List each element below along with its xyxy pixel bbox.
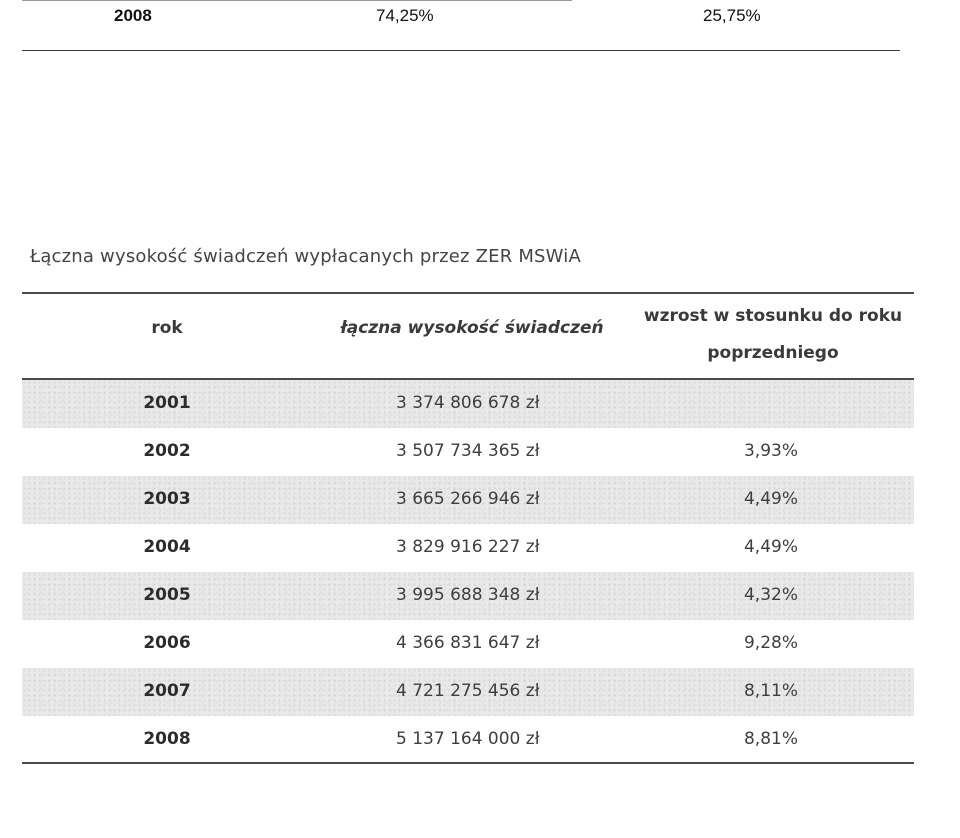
previous-row-value-a: 74,25% [376,6,434,25]
row-growth: 4,49% [743,489,798,509]
table-bottom-rule [22,762,914,764]
row-total: 4 721 275 456 zł [396,681,540,701]
row-growth: 4,32% [743,585,798,605]
row-total: 3 507 734 365 zł [396,441,540,461]
table-row: 2006 4 366 831 647 zł 9,28% [22,620,914,668]
previous-table-bottom-rule [22,50,900,51]
row-year: 2007 [143,681,191,701]
table-header: rok łączna wysokość świadczeń wzrost w s… [22,294,914,378]
row-year: 2004 [143,537,191,557]
previous-table-row: 2008 74,25% 25,75% [22,4,900,30]
table-row: 2001 3 374 806 678 zł [22,380,914,428]
row-growth: 4,49% [743,537,798,557]
row-total: 3 995 688 348 zł [396,585,540,605]
row-year: 2005 [143,585,191,605]
row-growth: 9,28% [743,633,798,653]
row-total: 3 665 266 946 zł [396,489,540,509]
previous-row-value-b: 25,75% [703,6,761,25]
table-row: 2003 3 665 266 946 zł 4,49% [22,476,914,524]
row-growth: 8,11% [743,681,798,701]
table-row: 2005 3 995 688 348 zł 4,32% [22,572,914,620]
row-growth: 8,81% [743,729,798,749]
row-growth: 3,93% [743,441,798,461]
table-body: 2001 3 374 806 678 zł 2002 3 507 734 365… [22,380,914,764]
header-total: łączna wysokość świadczeń [340,318,604,338]
row-total: 3 829 916 227 zł [396,537,540,557]
header-growth-line2: poprzedniego [707,343,839,363]
table-row: 2007 4 721 275 456 zł 8,11% [22,668,914,716]
header-rule [22,378,914,380]
row-total: 5 137 164 000 zł [396,729,540,749]
table-row: 2002 3 507 734 365 zł 3,93% [22,428,914,476]
previous-table-top-rule [22,0,572,1]
previous-row-year: 2008 [114,6,152,25]
header-growth: wzrost w stosunku do roku poprzedniego [632,298,914,372]
table-row: 2004 3 829 916 227 zł 4,49% [22,524,914,572]
row-total: 3 374 806 678 zł [396,393,540,413]
table-caption: Łączna wysokość świadczeń wypłacanych pr… [30,246,581,267]
header-year: rok [151,318,183,338]
row-total: 4 366 831 647 zł [396,633,540,653]
table-top-rule [22,292,914,294]
row-year: 2001 [143,393,191,413]
row-year: 2006 [143,633,191,653]
row-year: 2002 [143,441,191,461]
table-row: 2008 5 137 164 000 zł 8,81% [22,716,914,764]
row-year: 2003 [143,489,191,509]
row-year: 2008 [143,729,191,749]
header-growth-line1: wzrost w stosunku do roku [643,306,903,326]
